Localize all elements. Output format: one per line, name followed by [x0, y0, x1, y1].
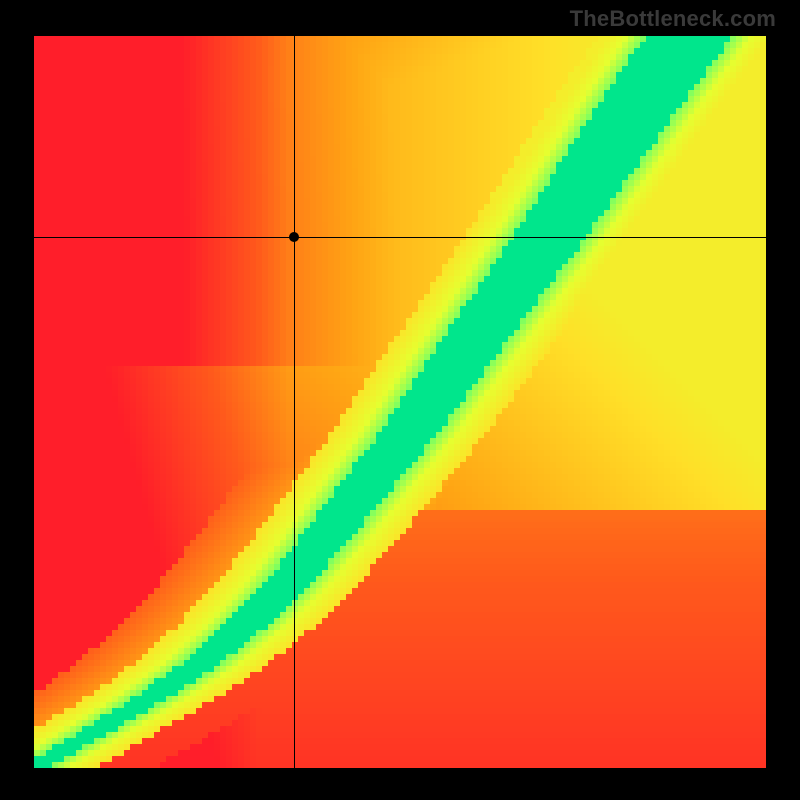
- heatmap-canvas: [34, 36, 766, 768]
- crosshair-horizontal: [34, 237, 766, 238]
- chart-container: TheBottleneck.com: [0, 0, 800, 800]
- heatmap-plot: [34, 36, 766, 768]
- crosshair-vertical: [294, 36, 295, 768]
- watermark-text: TheBottleneck.com: [570, 6, 776, 32]
- crosshair-marker: [289, 232, 299, 242]
